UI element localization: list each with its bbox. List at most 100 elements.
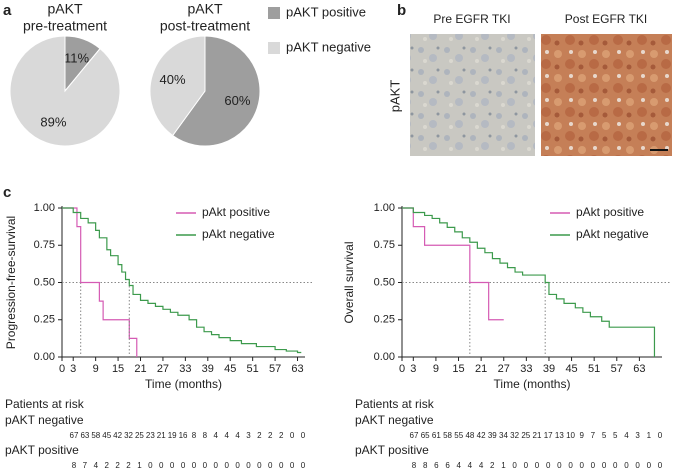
risk-count: 3 <box>246 431 251 440</box>
legend-swatch <box>268 7 280 19</box>
legend-label: pAkt positive <box>202 205 270 219</box>
survival-curve <box>62 207 302 354</box>
pie-slice <box>149 35 206 137</box>
risk-count: 0 <box>214 461 219 470</box>
risk-count: 0 <box>568 461 573 470</box>
pie-title: pAKT <box>187 1 222 17</box>
x-tick-label: 39 <box>202 363 214 375</box>
y-tick-label: 0.00 <box>374 351 395 363</box>
risk-count: 4 <box>468 461 473 470</box>
risk-count: 67 <box>70 431 79 440</box>
y-tick-label: 1.00 <box>34 202 55 214</box>
risk-count: 5 <box>613 431 618 440</box>
risk-count: 9 <box>580 431 585 440</box>
risk-count: 8 <box>72 461 77 470</box>
risk-count: 0 <box>524 461 529 470</box>
risk-count: 65 <box>421 431 430 440</box>
pie-label: 89% <box>40 115 66 130</box>
pie-title: pAKT <box>47 1 82 17</box>
risk-count: 5 <box>602 431 607 440</box>
risk-count: 6 <box>445 461 450 470</box>
risk-count: 8 <box>203 431 208 440</box>
risk-table-title: Patients at risk <box>355 397 435 411</box>
pie-slice <box>9 35 121 147</box>
x-tick-label: 21 <box>475 363 487 375</box>
x-tick-label: 9 <box>433 363 439 375</box>
risk-count: 4 <box>224 431 229 440</box>
risk-count: 0 <box>159 461 164 470</box>
survival-curve <box>62 207 138 357</box>
x-tick-label: 0 <box>59 363 65 375</box>
risk-group-name: pAKT negative <box>5 413 84 427</box>
risk-count: 0 <box>224 461 229 470</box>
x-tick-label: 45 <box>565 363 577 375</box>
risk-count: 32 <box>124 431 133 440</box>
y-tick-label: 0.50 <box>34 276 55 288</box>
x-tick-label: 39 <box>543 363 555 375</box>
risk-count: 32 <box>510 431 519 440</box>
risk-count: 2 <box>279 431 284 440</box>
pie-title: pre-treatment <box>23 18 107 34</box>
risk-count: 0 <box>290 431 295 440</box>
y-tick-label: 0.50 <box>374 276 395 288</box>
risk-count: 2 <box>115 461 120 470</box>
risk-count: 0 <box>192 461 197 470</box>
risk-count: 0 <box>591 461 596 470</box>
risk-count: 63 <box>80 431 89 440</box>
y-tick-label: 0.25 <box>34 314 55 326</box>
risk-count: 4 <box>479 461 484 470</box>
x-tick-label: 15 <box>112 363 124 375</box>
risk-count: 58 <box>443 431 452 440</box>
risk-count: 8 <box>412 461 417 470</box>
risk-count: 0 <box>246 461 251 470</box>
risk-count: 58 <box>91 431 100 440</box>
risk-group-name: pAKT positive <box>355 443 429 457</box>
legend-label: pAkt negative <box>576 227 649 241</box>
risk-count: 61 <box>432 431 441 440</box>
risk-count: 0 <box>512 461 517 470</box>
risk-count: 4 <box>94 461 99 470</box>
risk-count: 19 <box>168 431 177 440</box>
y-tick-label: 0.00 <box>34 351 55 363</box>
legend-label: pAKT positive <box>286 4 366 19</box>
pie-label: 60% <box>224 93 250 108</box>
risk-count: 0 <box>203 461 208 470</box>
risk-count: 0 <box>170 461 175 470</box>
risk-count: 16 <box>179 431 188 440</box>
micrograph <box>541 34 672 156</box>
risk-count: 2 <box>257 431 262 440</box>
risk-count: 0 <box>301 431 306 440</box>
pie-label: 40% <box>160 72 186 87</box>
risk-count: 2 <box>268 431 273 440</box>
risk-count: 0 <box>546 461 551 470</box>
risk-count: 23 <box>146 431 155 440</box>
legend-label: pAKT negative <box>286 39 371 54</box>
risk-count: 67 <box>410 431 419 440</box>
micrograph <box>410 34 535 156</box>
legend-swatch <box>268 42 280 54</box>
x-tick-label: 21 <box>134 363 146 375</box>
risk-count: 25 <box>135 431 144 440</box>
image-row-title: pAKT <box>387 80 402 113</box>
x-tick-label: 57 <box>269 363 281 375</box>
risk-count: 2 <box>490 461 495 470</box>
risk-count: 0 <box>602 461 607 470</box>
x-tick-label: 27 <box>157 363 169 375</box>
risk-count: 3 <box>635 431 640 440</box>
x-tick-label: 3 <box>70 363 76 375</box>
risk-count: 4 <box>214 431 219 440</box>
risk-count: 42 <box>113 431 122 440</box>
panel-label: c <box>3 184 11 201</box>
x-tick-label: 57 <box>611 363 623 375</box>
risk-count: 1 <box>501 461 506 470</box>
risk-count: 0 <box>635 461 640 470</box>
y-tick-label: 0.25 <box>374 314 395 326</box>
risk-count: 0 <box>181 461 186 470</box>
risk-count: 45 <box>102 431 111 440</box>
risk-count: 21 <box>157 431 166 440</box>
pie-slice <box>171 35 261 147</box>
risk-count: 48 <box>465 431 474 440</box>
risk-count: 0 <box>658 461 663 470</box>
risk-count: 13 <box>555 431 564 440</box>
